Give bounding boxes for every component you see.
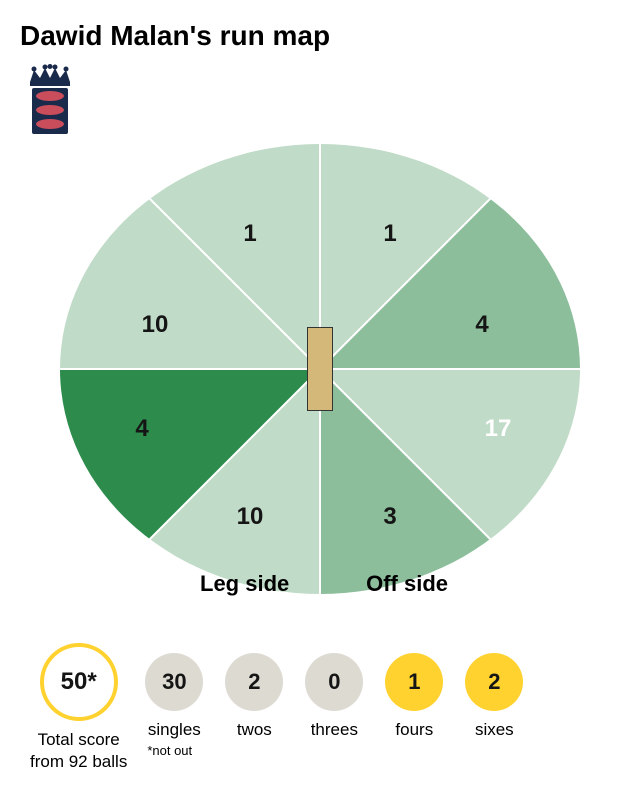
sector-value: 1 xyxy=(383,220,396,248)
breakdown-label: twos xyxy=(225,719,283,741)
breakdown-label: threes xyxy=(305,719,363,741)
breakdown-label: singles xyxy=(145,719,203,741)
breakdown-value: 2 xyxy=(465,653,523,711)
breakdown-label: fours xyxy=(385,719,443,741)
total-score-label-2: from 92 balls xyxy=(30,751,127,773)
sector-value: 10 xyxy=(142,311,169,339)
stats-summary: 50* Total score from 92 balls 30 singles 2… xyxy=(20,643,620,773)
off-side-label: Off side xyxy=(366,571,448,597)
breakdown-stat: 2 sixes xyxy=(465,653,523,741)
breakdown-label: sixes xyxy=(465,719,523,741)
total-score-circle: 50* xyxy=(40,643,118,721)
leg-side-label: Leg side xyxy=(200,571,289,597)
total-score-value: 50* xyxy=(61,668,97,696)
sector-value: 1 xyxy=(243,220,256,248)
sector-value: 3 xyxy=(383,503,396,531)
chart-title: Dawid Malan's run map xyxy=(20,20,620,52)
cricket-pitch xyxy=(307,327,333,411)
breakdown-stat: 30 singles xyxy=(145,653,203,741)
breakdown-stats: 30 singles 2 twos 0 threes 1 fours 2 sixes xyxy=(145,653,523,741)
run-map-chart: 1 1 10 4 4 17 10 3 Leg side Off side xyxy=(40,119,600,619)
breakdown-value: 30 xyxy=(145,653,203,711)
breakdown-value: 2 xyxy=(225,653,283,711)
breakdown-stat: 0 threes xyxy=(305,653,363,741)
not-out-note: *not out xyxy=(147,743,523,758)
breakdown-value: 0 xyxy=(305,653,363,711)
sector-value: 17 xyxy=(485,415,512,443)
breakdown-stat: 1 fours xyxy=(385,653,443,741)
sector-value: 10 xyxy=(237,503,264,531)
total-score-stat: 50* Total score from 92 balls xyxy=(30,643,127,773)
breakdown-stat: 2 twos xyxy=(225,653,283,741)
breakdown-value: 1 xyxy=(385,653,443,711)
sector-value: 4 xyxy=(135,415,148,443)
total-score-label-1: Total score xyxy=(30,729,127,751)
sector-value: 4 xyxy=(475,311,488,339)
